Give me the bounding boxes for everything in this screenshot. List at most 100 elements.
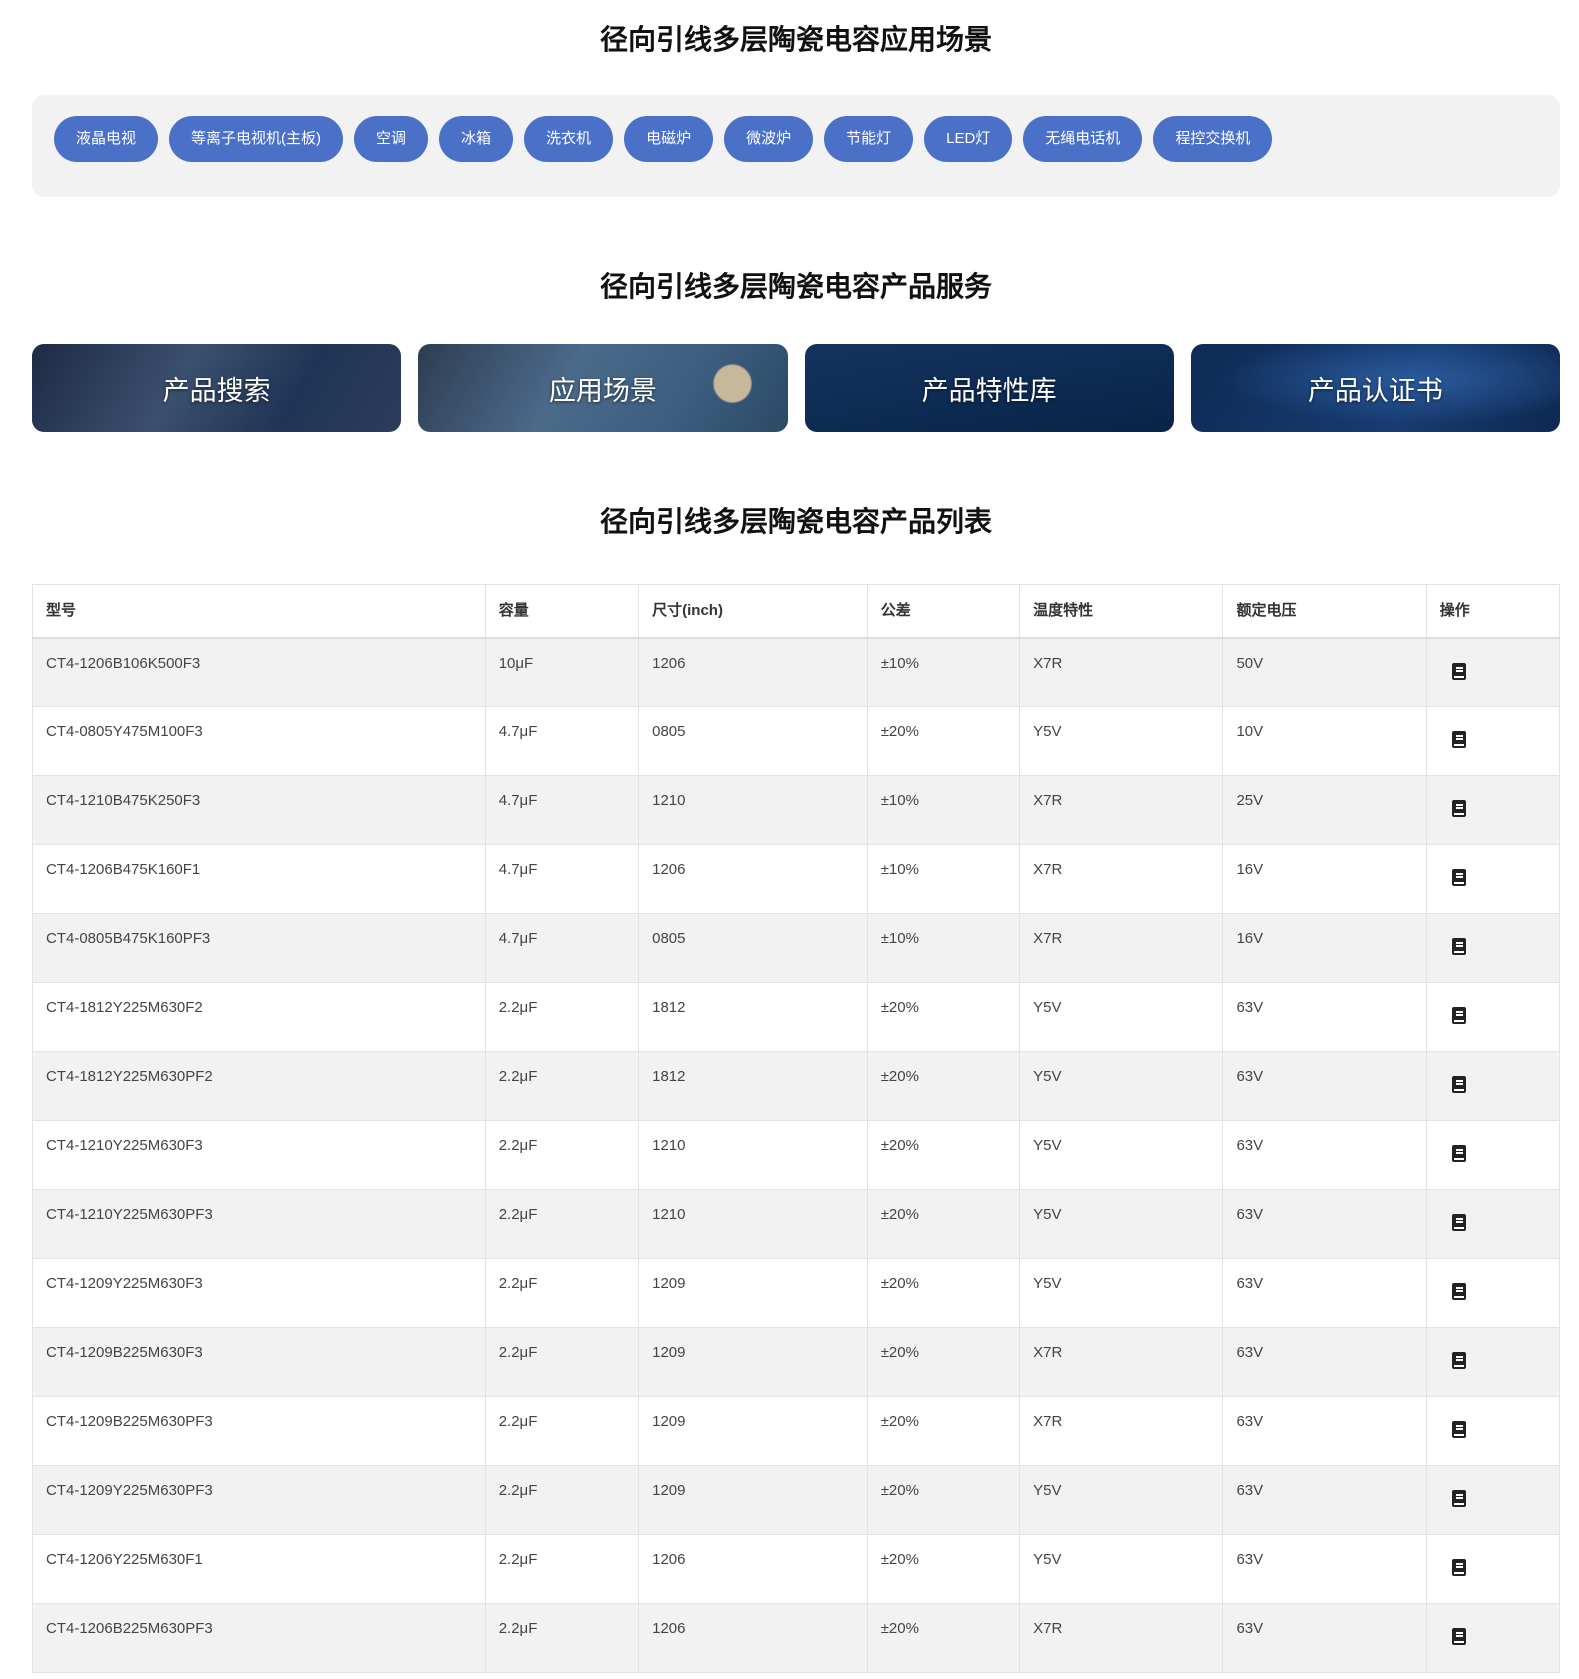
product-list-title: 径向引线多层陶瓷电容产品列表 xyxy=(599,505,992,538)
book-icon[interactable] xyxy=(1451,1352,1466,1369)
table-cell: ±10% xyxy=(866,844,1021,914)
book-icon[interactable] xyxy=(1451,1421,1466,1438)
column-header: 尺寸(inch) xyxy=(638,584,868,639)
service-card[interactable]: 产品认证书 xyxy=(1190,344,1560,432)
table-cell: CT4-1206B475K160F1 xyxy=(32,844,486,914)
application-tag[interactable]: 微波炉 xyxy=(724,116,814,162)
application-tag[interactable]: 无绳电话机 xyxy=(1023,116,1143,162)
table-cell: 1210 xyxy=(638,775,868,845)
table-cell: Y5V xyxy=(1019,1120,1224,1190)
table-cell: ±20% xyxy=(866,982,1021,1052)
action-cell xyxy=(1425,1327,1561,1397)
action-cell xyxy=(1425,844,1561,914)
table-cell: X7R xyxy=(1019,913,1224,983)
book-icon[interactable] xyxy=(1451,1076,1466,1093)
table-row: CT4-1812Y225M630F2 2.2μF 1812 ±20% Y5V 63V xyxy=(32,982,1561,1052)
book-icon[interactable] xyxy=(1451,731,1466,748)
book-icon[interactable] xyxy=(1451,1145,1466,1162)
table-cell: 16V xyxy=(1222,844,1427,914)
book-icon[interactable] xyxy=(1451,1490,1466,1507)
action-cell xyxy=(1425,1258,1561,1328)
table-cell: 2.2μF xyxy=(484,1396,640,1466)
book-icon[interactable] xyxy=(1451,938,1466,955)
table-cell: 16V xyxy=(1222,913,1427,983)
table-cell: 4.7μF xyxy=(484,706,640,776)
table-cell: Y5V xyxy=(1019,1258,1224,1328)
table-cell: 1209 xyxy=(638,1465,868,1535)
table-cell: X7R xyxy=(1019,1603,1224,1673)
application-tag[interactable]: 空调 xyxy=(354,116,429,162)
application-tag[interactable]: LED灯 xyxy=(924,116,1013,162)
table-cell: CT4-1209Y225M630PF3 xyxy=(32,1465,486,1535)
product-table: 型号 容量 尺寸(inch) 公差 温度特性 额定电压 操作 CT4-1206B106K50… xyxy=(32,584,1561,1673)
action-cell xyxy=(1425,1465,1561,1535)
table-row: CT4-0805Y475M100F3 4.7μF 0805 ±20% Y5V 10V xyxy=(32,706,1561,776)
book-icon[interactable] xyxy=(1451,1628,1466,1645)
column-header: 型号 xyxy=(32,584,486,639)
table-cell: 0805 xyxy=(638,913,868,983)
table-cell: CT4-1210B475K250F3 xyxy=(32,775,486,845)
table-cell: 4.7μF xyxy=(484,844,640,914)
table-row: CT4-1206B475K160F1 4.7μF 1206 ±10% X7R 16V xyxy=(32,844,1561,914)
table-cell: X7R xyxy=(1019,1396,1224,1466)
table-cell: ±20% xyxy=(866,706,1021,776)
table-cell: ±20% xyxy=(866,1396,1021,1466)
table-cell: 2.2μF xyxy=(484,1534,640,1604)
table-cell: 1812 xyxy=(638,1051,868,1121)
table-cell: CT4-1209B225M630PF3 xyxy=(32,1396,486,1466)
column-header: 操作 xyxy=(1425,584,1561,639)
book-icon[interactable] xyxy=(1451,662,1466,680)
action-cell xyxy=(1425,1603,1561,1673)
application-tag[interactable]: 等离子电视机(主板) xyxy=(169,116,344,162)
table-cell: 1206 xyxy=(638,844,868,914)
column-header: 温度特性 xyxy=(1019,584,1224,639)
table-cell: CT4-0805B475K160PF3 xyxy=(32,913,486,983)
book-icon[interactable] xyxy=(1451,1559,1466,1576)
book-icon[interactable] xyxy=(1451,1007,1466,1024)
application-tag[interactable]: 洗衣机 xyxy=(524,116,614,162)
book-icon[interactable] xyxy=(1451,800,1466,817)
table-cell: CT4-1206B106K500F3 xyxy=(32,637,486,707)
table-cell: Y5V xyxy=(1019,1189,1224,1259)
table-cell: X7R xyxy=(1019,637,1224,707)
table-cell: 1206 xyxy=(638,1603,868,1673)
table-cell: Y5V xyxy=(1019,1465,1224,1535)
table-cell: 63V xyxy=(1222,1534,1427,1604)
table-cell: 2.2μF xyxy=(484,1051,640,1121)
table-cell: CT4-1209Y225M630F3 xyxy=(32,1258,486,1328)
action-cell xyxy=(1425,1534,1561,1604)
table-cell: 1210 xyxy=(638,1189,868,1259)
table-cell: 4.7μF xyxy=(484,913,640,983)
action-cell xyxy=(1425,1051,1561,1121)
table-row: CT4-1209B225M630F3 2.2μF 1209 ±20% X7R 63V xyxy=(32,1327,1561,1397)
table-cell: 63V xyxy=(1222,1396,1427,1466)
table-cell: ±20% xyxy=(866,1327,1021,1397)
table-cell: 2.2μF xyxy=(484,1465,640,1535)
column-header: 公差 xyxy=(866,584,1021,639)
book-icon[interactable] xyxy=(1451,1214,1466,1231)
table-row: CT4-1206B225M630PF3 2.2μF 1206 ±20% X7R 63V xyxy=(32,1603,1561,1673)
services-title: 径向引线多层陶瓷电容产品服务 xyxy=(599,270,992,303)
service-card[interactable]: 产品搜索 xyxy=(32,344,402,432)
table-cell: 1210 xyxy=(638,1120,868,1190)
application-tag[interactable]: 液晶电视 xyxy=(54,116,159,162)
application-tag[interactable]: 程控交换机 xyxy=(1153,116,1273,162)
application-tag[interactable]: 节能灯 xyxy=(824,116,914,162)
table-cell: ±20% xyxy=(866,1603,1021,1673)
table-cell: ±20% xyxy=(866,1465,1021,1535)
application-tag[interactable]: 电磁炉 xyxy=(624,116,714,162)
table-cell: 63V xyxy=(1222,1051,1427,1121)
action-cell xyxy=(1425,637,1561,707)
table-cell: X7R xyxy=(1019,844,1224,914)
action-cell xyxy=(1425,775,1561,845)
service-card[interactable]: 产品特性库 xyxy=(804,344,1174,432)
book-icon[interactable] xyxy=(1451,1283,1466,1300)
column-header: 额定电压 xyxy=(1222,584,1427,639)
application-tag[interactable]: 冰箱 xyxy=(439,116,514,162)
book-icon[interactable] xyxy=(1451,869,1466,886)
column-header: 容量 xyxy=(484,584,640,639)
action-cell xyxy=(1425,1396,1561,1466)
service-card[interactable]: 应用场景 xyxy=(418,344,788,432)
table-cell: 2.2μF xyxy=(484,982,640,1052)
table-header-row: 型号 容量 尺寸(inch) 公差 温度特性 额定电压 操作 xyxy=(32,584,1561,639)
